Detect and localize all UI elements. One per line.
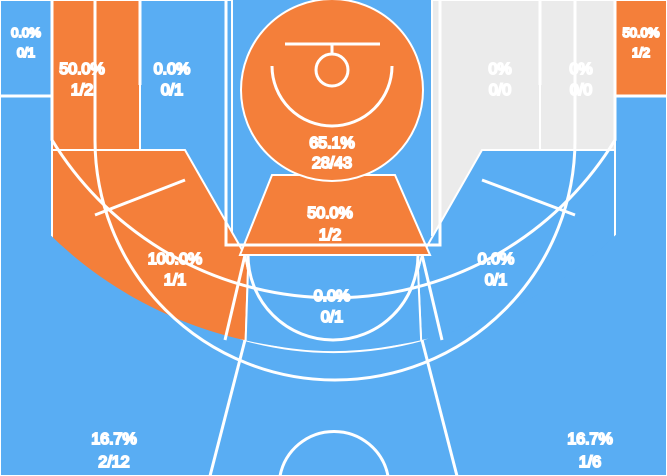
mid-divider-right	[420, 339, 459, 476]
center-circle	[278, 430, 390, 476]
label-paint-pct: 50.0%	[307, 205, 352, 222]
top-divider-right	[420, 254, 444, 341]
restricted-arc	[270, 65, 394, 128]
label-left-wing-three-made: 2/12	[98, 454, 129, 471]
label-left-long-mid-made: 1/2	[71, 82, 93, 99]
rim	[314, 52, 350, 88]
label-right-corner-three-pct: 50.0%	[623, 25, 660, 40]
label-paint-made: 1/2	[319, 227, 341, 244]
zone-top-of-key-mid	[243, 254, 424, 350]
label-top-of-key-mid-made: 0/1	[321, 309, 343, 326]
label-left-short-mid-pct: 0.0%	[154, 61, 190, 78]
label-right-wing-mid-made: 0/1	[485, 272, 507, 289]
top-divider-left	[223, 254, 247, 341]
zone-top-of-key-three	[208, 338, 459, 476]
label-right-wing-three-pct: 16.7%	[567, 431, 612, 448]
zone-restricted-area	[240, 0, 424, 182]
wing-divider-right	[481, 178, 576, 217]
label-right-wing-three-made: 1/6	[579, 454, 601, 471]
midrange-arc	[93, 0, 577, 382]
label-left-wing-three-pct: 16.7%	[91, 431, 136, 448]
label-restricted-area-made: 28/43	[312, 155, 352, 172]
label-left-wing-mid-made: 1/1	[164, 272, 186, 289]
label-restricted-area-pct: 65.1%	[309, 135, 354, 152]
zone-labels: 0.0% 0/1 50.0% 1/2 0.0% 0/1 65.1% 28/43 …	[10, 24, 661, 472]
free-throw-lane	[224, 0, 442, 247]
label-right-short-mid-made: 0/0	[489, 82, 511, 99]
label-left-corner-three-made: 0/1	[17, 45, 35, 60]
free-throw-circle	[246, 254, 420, 342]
label-right-short-mid-pct: 0%	[488, 61, 511, 78]
label-right-corner-three-made: 1/2	[632, 45, 650, 60]
wing-divider-left	[94, 178, 186, 217]
label-left-corner-three-pct: 0.0%	[11, 25, 41, 40]
label-right-long-mid-made: 0/0	[570, 82, 592, 99]
label-top-of-key-mid-pct: 0.0%	[314, 288, 350, 305]
label-left-long-mid-pct: 50.0%	[59, 61, 104, 78]
three-point-line	[50, 0, 617, 300]
label-left-wing-mid-pct: 100.0%	[148, 251, 202, 268]
label-left-short-mid-made: 0/1	[161, 82, 183, 99]
label-right-wing-mid-pct: 0.0%	[478, 251, 514, 268]
label-right-long-mid-pct: 0%	[569, 61, 592, 78]
mid-divider-left	[208, 339, 247, 476]
